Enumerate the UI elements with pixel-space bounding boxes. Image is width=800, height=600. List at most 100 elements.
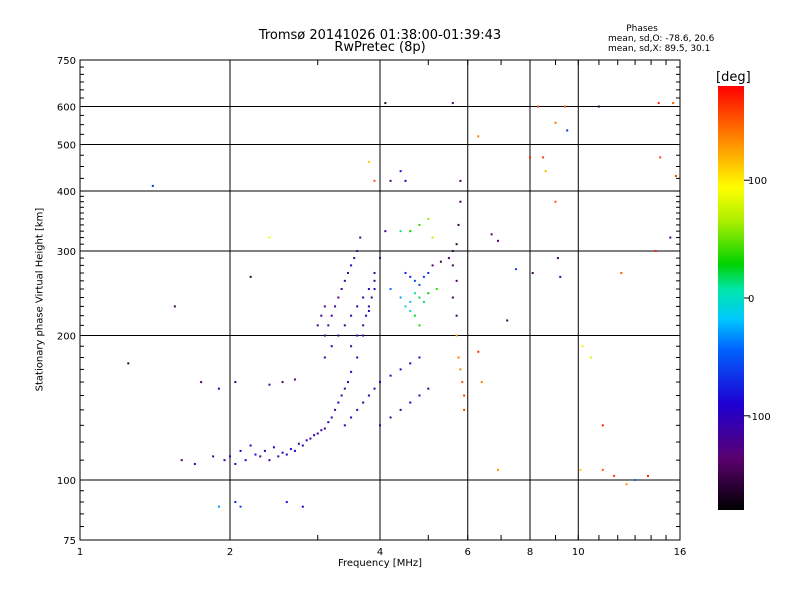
scatter-point <box>346 271 349 274</box>
scatter-point <box>418 296 421 299</box>
scatter-point <box>323 334 326 337</box>
scatter-point <box>239 449 242 452</box>
scatter-point <box>459 179 462 182</box>
scatter-point <box>350 264 353 267</box>
y-tick-label: 200 <box>57 332 76 343</box>
scatter-point <box>389 374 392 377</box>
scatter-point <box>337 334 340 337</box>
scatter-point <box>409 362 412 365</box>
scatter-point <box>563 105 566 108</box>
scatter-point <box>579 468 582 471</box>
scatter-point <box>367 288 370 291</box>
scatter-point <box>293 378 296 381</box>
scatter-point <box>337 401 340 404</box>
scatter-point <box>404 271 407 274</box>
x-tick-label: 4 <box>377 547 383 558</box>
scatter-point <box>457 356 460 359</box>
scatter-point <box>353 257 356 260</box>
scatter-point <box>277 455 280 458</box>
scatter-point <box>301 505 304 508</box>
scatter-point <box>506 319 509 322</box>
scatter-point <box>200 381 203 384</box>
scatter-point <box>409 309 412 312</box>
scatter-point <box>659 156 662 159</box>
scatter-point <box>327 324 330 327</box>
scatter-point <box>674 174 677 177</box>
scatter-point <box>480 381 483 384</box>
scatter-point <box>330 416 333 419</box>
scatter-point <box>451 250 454 253</box>
x-tick-label: 8 <box>527 547 533 558</box>
x-axis-label: Frequency [MHz] <box>337 558 423 569</box>
scatter-point <box>427 217 430 220</box>
scatter-point <box>350 370 353 373</box>
scatter-point <box>451 296 454 299</box>
scatter-point <box>413 292 416 295</box>
scatter-point <box>389 416 392 419</box>
scatter-point <box>409 401 412 404</box>
scatter-point <box>455 279 458 282</box>
scatter-point <box>455 243 458 246</box>
scatter-point <box>409 275 412 278</box>
scatter-point <box>418 283 421 286</box>
scatter-point <box>672 102 675 105</box>
scatter-point <box>289 448 292 451</box>
scatter-point <box>370 296 373 299</box>
scatter-point <box>327 421 330 424</box>
scatter-point <box>529 156 531 159</box>
scatter-point <box>399 170 402 173</box>
scatter-point <box>389 288 392 291</box>
colorbar-ticks: 100 0 -100 <box>744 176 771 423</box>
x-tick-label: 16 <box>674 547 687 558</box>
scatter-point <box>337 296 340 299</box>
colorbar-tick-label: -100 <box>748 412 771 423</box>
scatter-point <box>542 156 545 159</box>
scatter-point <box>362 401 365 404</box>
scatter-point <box>477 350 480 353</box>
y-tick-label: 500 <box>57 141 76 152</box>
scatter-point <box>581 345 584 348</box>
scatter-point <box>515 268 518 271</box>
scatter-point <box>217 505 220 508</box>
y-tick-label: 75 <box>63 536 76 547</box>
axis-ticks: 1 2 4 6 8 10 16 75 100 200 300 400 500 600 750 <box>57 56 686 558</box>
scatter-point <box>379 424 381 427</box>
scatter-point <box>418 394 421 397</box>
scatter-point <box>447 257 450 260</box>
phases-o-stats: mean, sd,O: -78.6, 20.6 <box>608 34 715 44</box>
scatter-point <box>554 200 557 203</box>
scatter-point <box>379 381 381 384</box>
scatter-point <box>427 271 430 274</box>
scatter-point <box>461 381 464 384</box>
scatter-point <box>634 479 637 482</box>
scatter-point <box>367 394 370 397</box>
scatter-point <box>356 408 359 411</box>
scatter-point <box>463 408 466 411</box>
scatter-point <box>223 459 226 462</box>
scatter-point <box>234 462 237 465</box>
scatter-point <box>340 288 343 291</box>
y-tick-label: 100 <box>57 476 76 487</box>
scatter-point <box>554 121 557 124</box>
scatter-point <box>384 230 387 233</box>
scatter-point <box>350 345 353 348</box>
scatter-point <box>457 223 460 226</box>
colorbar-unit-label: [deg] <box>716 70 751 85</box>
scatter-point <box>330 314 333 317</box>
scatter-point <box>281 381 284 384</box>
scatter-point <box>343 279 346 282</box>
scatter-point <box>229 455 231 458</box>
scatter-point <box>439 260 442 263</box>
scatter-point <box>234 500 237 503</box>
scatter-point <box>323 356 326 359</box>
scatter-point <box>359 236 362 239</box>
scatter-point <box>669 236 672 239</box>
scatter-point <box>268 383 271 386</box>
y-axis-label: Stationary phase Virtual Height [km] <box>34 207 46 392</box>
scatter-point <box>544 170 547 173</box>
scatter-point <box>320 429 323 432</box>
scatter-point <box>418 223 421 226</box>
scatter-point <box>323 305 326 308</box>
scatter-point <box>316 432 319 435</box>
scatter-point <box>409 300 412 303</box>
